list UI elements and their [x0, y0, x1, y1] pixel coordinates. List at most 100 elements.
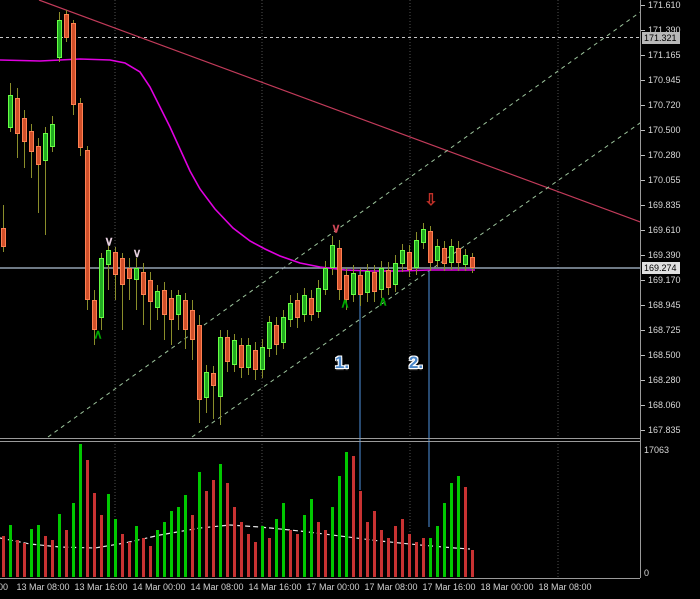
candlestick-bear: [344, 275, 349, 300]
price-tick-mark: [641, 305, 645, 307]
volume-bar: [317, 522, 320, 577]
price-tick-label: 169.390: [648, 249, 681, 260]
candlestick-bull: [8, 95, 13, 128]
price-tick-mark: [641, 105, 645, 107]
volume-bar: [401, 518, 404, 577]
candlestick-bear: [127, 268, 132, 279]
volume-bar: [121, 534, 124, 577]
candlestick-bear: [337, 248, 342, 290]
time-axis-label: 17 Mar 08:00: [364, 582, 418, 592]
time-axis-label: 17 Mar 00:00: [306, 582, 360, 592]
sequence-number-label[interactable]: 2.: [408, 353, 424, 372]
price-tick-mark: [641, 355, 645, 357]
price-tick-label: 170.055: [648, 175, 681, 186]
volume-bar: [58, 513, 61, 577]
candlestick-bear: [253, 349, 258, 370]
candlestick-bear: [148, 279, 153, 303]
candlestick-bull: [400, 250, 405, 264]
volume-bar: [128, 541, 131, 577]
price-tick-mark: [641, 379, 645, 381]
volume-bar: [331, 506, 334, 577]
time-axis-label: 17 Mar 16:00: [422, 582, 476, 592]
candlestick-bull: [281, 316, 286, 343]
price-tick-mark: [641, 79, 645, 81]
candlestick-bear: [456, 248, 461, 263]
candlestick-bull: [155, 290, 160, 308]
volume-bar: [135, 526, 138, 577]
candlestick-bull: [421, 229, 426, 243]
candlestick-bear: [309, 297, 314, 315]
channel-upper-line: [47, 11, 640, 438]
price-tick-mark: [641, 129, 645, 131]
time-axis[interactable]: 00 13 Mar 08:00 13 Mar 16:00 14 Mar 00:00 14…: [0, 579, 700, 599]
price-tick-label: 171.390: [648, 24, 681, 35]
time-axis-label: 14 Mar 08:00: [190, 582, 244, 592]
volume-bar: [9, 524, 12, 577]
price-tick-label: 170.280: [648, 149, 681, 160]
candlestick-bear: [141, 271, 146, 296]
price-tag-level: 171.321: [642, 31, 680, 44]
price-tick-label: 168.280: [648, 374, 681, 385]
volume-bar: [415, 541, 418, 577]
candlestick-bull: [57, 19, 62, 58]
price-tick-label: 169.835: [648, 199, 681, 210]
candlestick-bear: [225, 337, 230, 362]
price-axis[interactable]: 171.610 171.390 171.165 170.945 170.720 170.5…: [640, 0, 700, 578]
volume-bar: [149, 545, 152, 577]
volume-bar: [219, 463, 222, 577]
candlestick-bull: [365, 270, 370, 294]
sell-signal-arrow: ∨: [104, 233, 114, 249]
volume-bar: [79, 444, 82, 577]
volume-bar: [282, 502, 285, 577]
price-tick-label: 167.835: [648, 425, 681, 435]
volume-bar: [247, 534, 250, 577]
candlestick-bear: [29, 131, 34, 153]
volume-bar: [366, 522, 369, 577]
volume-bar: [296, 534, 299, 577]
candlestick-bear: [197, 324, 202, 401]
volume-bar: [303, 514, 306, 577]
price-tick-mark: [641, 204, 645, 206]
price-tick-label: 169.610: [648, 225, 681, 236]
volume-bar: [359, 491, 362, 577]
panel-separator[interactable]: [0, 438, 640, 439]
candlestick-bull: [330, 244, 335, 269]
volume-bar: [380, 530, 383, 577]
volume-bar: [114, 518, 117, 577]
candlestick-bear: [113, 251, 118, 276]
candlestick-bear: [407, 251, 412, 270]
volume-bar: [93, 492, 96, 577]
time-axis-label: 18 Mar 08:00: [538, 582, 592, 592]
volume-bar: [86, 460, 89, 577]
candlestick-bull: [99, 258, 104, 318]
bottom-axis-border: [0, 578, 640, 579]
candlestick-bear: [274, 324, 279, 345]
candlestick-bull: [393, 262, 398, 286]
candlestick-bear: [183, 299, 188, 331]
descending-trendline: [38, 0, 640, 223]
price-tick-mark: [641, 430, 645, 431]
sell-signal-arrow: ∨: [331, 220, 341, 236]
chart-plot-area[interactable]: [0, 0, 640, 578]
volume-bar: [51, 539, 54, 577]
candlestick-bear: [162, 289, 167, 315]
candlestick-bear: [64, 14, 69, 38]
volume-bar: [177, 506, 180, 577]
candlestick-bull: [379, 268, 384, 290]
price-tag-current-bid: 169.274: [642, 261, 680, 274]
candle-wick: [213, 366, 214, 420]
candlestick-bear: [1, 227, 6, 248]
volume-bar: [352, 456, 355, 577]
price-tick-label: 171.165: [648, 50, 681, 61]
candlestick-bear: [386, 269, 391, 288]
sequence-number-label[interactable]: 1.: [334, 353, 350, 372]
down-thrust-arrow: ⇩: [424, 192, 438, 209]
volume-bar: [450, 483, 453, 577]
volume-bar: [443, 502, 446, 577]
price-tick-mark: [641, 329, 645, 331]
volume-bar: [16, 539, 19, 577]
price-tick-label: 170.720: [648, 100, 681, 111]
candlestick-bear: [92, 299, 97, 331]
volume-bar: [324, 530, 327, 577]
candlestick-bear: [85, 150, 90, 300]
